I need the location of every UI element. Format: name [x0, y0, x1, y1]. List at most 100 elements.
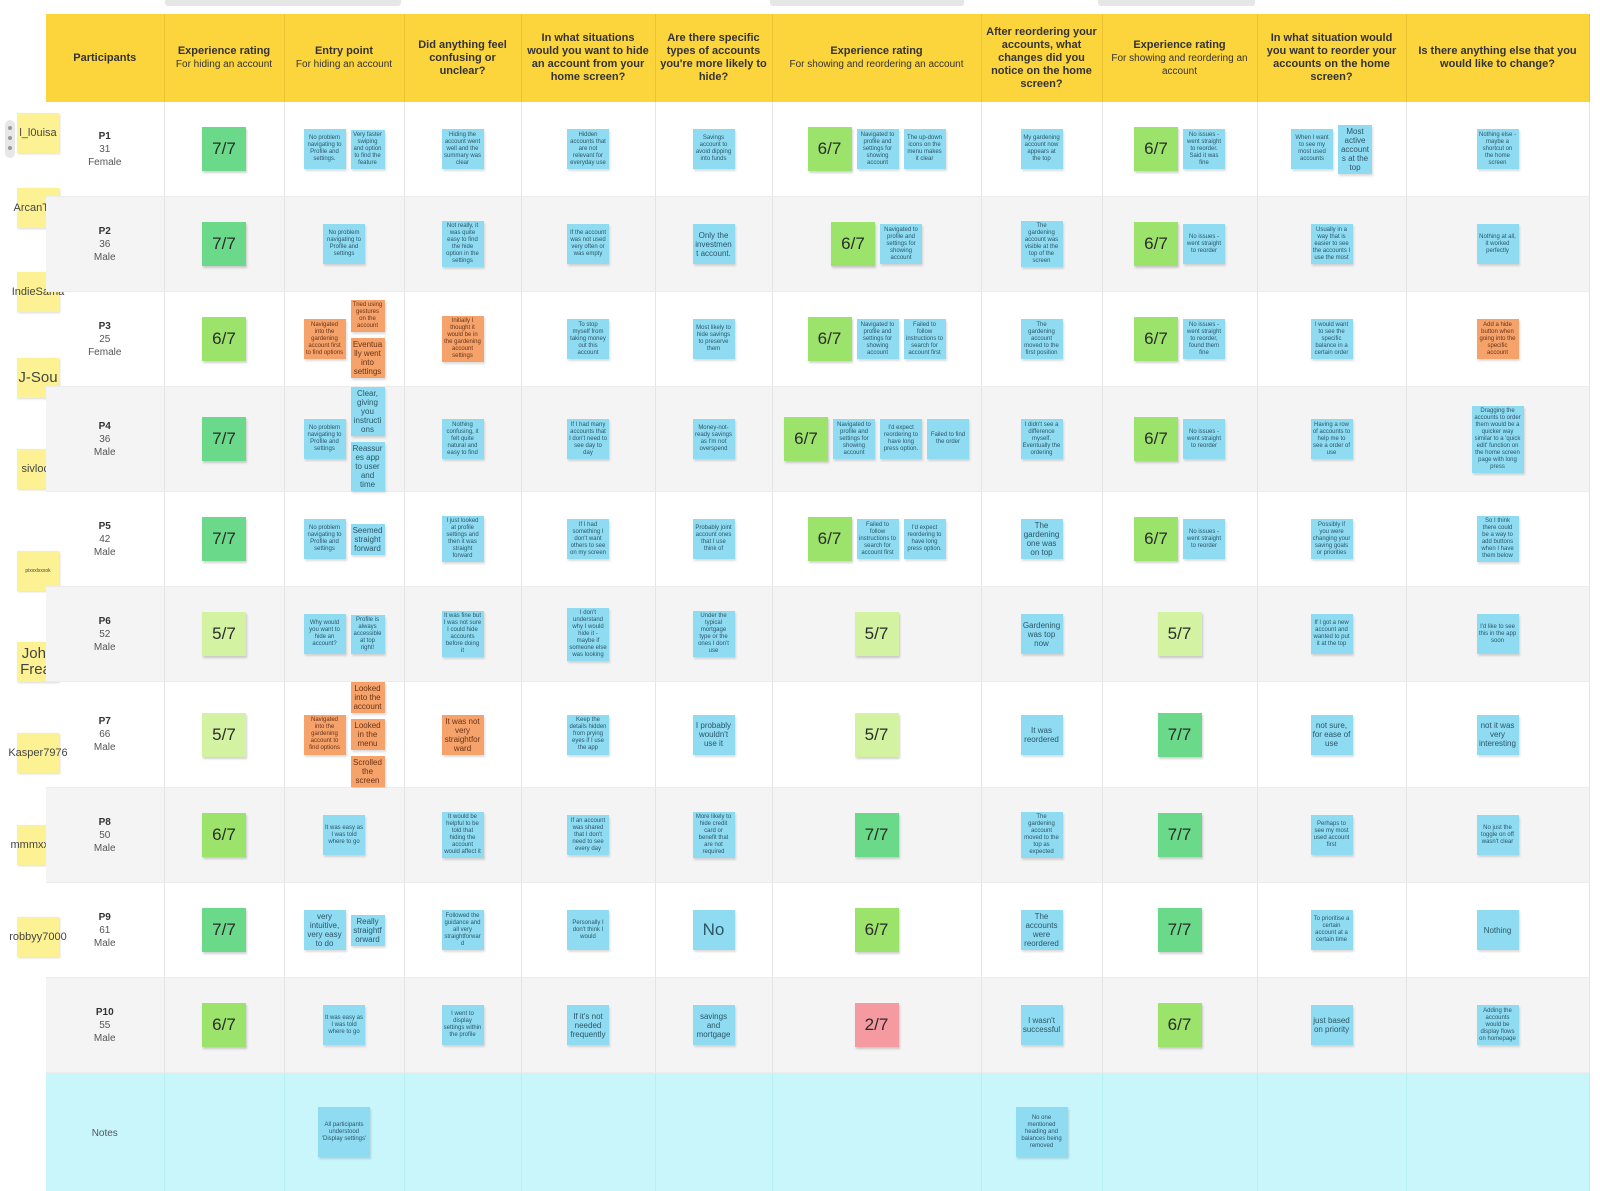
- sticky-note[interactable]: Really straightforward: [351, 915, 385, 946]
- sticky-note[interactable]: Failed to find the order: [927, 419, 969, 459]
- sticky-note[interactable]: Most active accounts at the top: [1338, 125, 1372, 174]
- sticky-note[interactable]: To prioritise a certain account at a cer…: [1311, 910, 1353, 950]
- sticky-note[interactable]: If the account was not used very often o…: [567, 224, 609, 264]
- sticky-note[interactable]: No issues - went straight to reorder: [1183, 224, 1225, 264]
- rating-sticky[interactable]: 7/7: [202, 517, 246, 561]
- rating-sticky[interactable]: 7/7: [202, 127, 246, 171]
- sticky-note[interactable]: The up-down icons on the menu makes it c…: [904, 129, 946, 169]
- sticky-note[interactable]: Hiding the account went well and the sum…: [442, 129, 484, 169]
- sticky-note[interactable]: Navigated into the gardening account fir…: [304, 319, 346, 359]
- sticky-note[interactable]: More likely to hide credit card or benef…: [693, 812, 735, 858]
- rating-sticky[interactable]: 6/7: [202, 317, 246, 361]
- sticky-note[interactable]: Followed the guidance and all very strai…: [442, 910, 484, 950]
- sticky-note[interactable]: Very faster swiping and option to find t…: [351, 130, 385, 169]
- sticky-note[interactable]: To stop myself from taking money out thi…: [567, 319, 609, 359]
- sticky-note[interactable]: No just the toggle on off wasn't clear: [1477, 815, 1519, 855]
- sticky-note[interactable]: Navigated to profile and settings for sh…: [833, 419, 875, 459]
- sticky-note[interactable]: The gardening account moved to the top a…: [1021, 812, 1063, 858]
- rating-sticky[interactable]: 7/7: [855, 813, 899, 857]
- sticky-note[interactable]: Navigated to profile and settings for sh…: [880, 224, 922, 264]
- sticky-note[interactable]: Probably joint account ones that I use t…: [693, 519, 735, 559]
- sticky-note[interactable]: The gardening one was on top: [1021, 519, 1063, 559]
- rating-sticky[interactable]: 5/7: [855, 612, 899, 656]
- sticky-note[interactable]: No problem navigating to Profile and set…: [304, 129, 346, 169]
- rating-sticky[interactable]: 6/7: [1134, 517, 1178, 561]
- sticky-note[interactable]: So I think there could be a way to add b…: [1477, 516, 1519, 562]
- sticky-note[interactable]: If I had something I don't want others t…: [567, 519, 609, 559]
- sticky-note[interactable]: Nothing else - maybe a shortcut on the h…: [1477, 129, 1519, 169]
- sticky-note[interactable]: Possibly if you were changing your savin…: [1311, 519, 1353, 559]
- sticky-note[interactable]: Eventually went into settings: [351, 338, 385, 378]
- sticky-note[interactable]: I wasn't successful: [1021, 1005, 1063, 1045]
- sticky-note[interactable]: I don't understand why I would hide it -…: [567, 608, 609, 661]
- sticky-note[interactable]: I went to display settings within the pr…: [442, 1005, 484, 1045]
- rating-sticky[interactable]: 7/7: [202, 222, 246, 266]
- sticky-note[interactable]: Personally I don't think I would: [567, 910, 609, 950]
- sticky-note[interactable]: not sure, for ease of use: [1311, 715, 1353, 755]
- sticky-note[interactable]: No issues - went straight to reorder. Sa…: [1183, 129, 1225, 169]
- sticky-note[interactable]: No: [693, 910, 735, 950]
- drag-handle-icon[interactable]: [5, 120, 15, 158]
- sticky-note[interactable]: If I had many accounts that I don't need…: [567, 419, 609, 459]
- sticky-note[interactable]: Only the investment account.: [693, 224, 735, 264]
- sticky-note[interactable]: Profile is always accessible at top righ…: [351, 615, 385, 654]
- sticky-note[interactable]: Nothing at all, it worked perfectly: [1477, 224, 1519, 264]
- sticky-note[interactable]: Most likely to hide savings to preserve …: [693, 319, 735, 359]
- rating-sticky[interactable]: 6/7: [808, 517, 852, 561]
- sticky-note[interactable]: I'd expect reordering to have long press…: [880, 419, 922, 459]
- rating-sticky[interactable]: 5/7: [855, 713, 899, 757]
- sticky-note[interactable]: I'd expect reordering to have long press…: [904, 519, 946, 559]
- sticky-note[interactable]: Tried using gestures on the account: [351, 300, 385, 332]
- sticky-note[interactable]: Gardening was top now: [1021, 614, 1063, 654]
- rating-sticky[interactable]: 6/7: [1158, 1003, 1202, 1047]
- rating-sticky[interactable]: 7/7: [1158, 813, 1202, 857]
- sticky-note[interactable]: Looked in the menu: [351, 719, 385, 750]
- rating-sticky[interactable]: 6/7: [202, 813, 246, 857]
- rating-sticky[interactable]: 7/7: [1158, 713, 1202, 757]
- sticky-note[interactable]: I'd like to see this in the app soon: [1477, 614, 1519, 654]
- sticky-note[interactable]: It was fine but I was not sure I could h…: [442, 611, 484, 657]
- sticky-note[interactable]: Navigated to profile and settings for sh…: [857, 129, 899, 169]
- rating-sticky[interactable]: 6/7: [855, 908, 899, 952]
- sticky-note[interactable]: No issues - went straight to reorder, fo…: [1183, 319, 1225, 359]
- sticky-note[interactable]: If an account was shared that I don't ne…: [567, 815, 609, 855]
- sticky-note[interactable]: Keep the details hidden from prying eyes…: [567, 715, 609, 755]
- sticky-note[interactable]: Failed to follow instructions to search …: [904, 319, 946, 359]
- sticky-note[interactable]: No problem navigating to Profile and set…: [304, 419, 346, 459]
- sticky-note[interactable]: No problem navigating to Profile and set…: [323, 224, 365, 264]
- sticky-note[interactable]: Dragging the accounts to order them woul…: [1472, 406, 1524, 473]
- sticky-note[interactable]: Nothing confusing, it felt quite natural…: [442, 419, 484, 459]
- sticky-note[interactable]: Money-not-ready savings as I'm not overs…: [693, 419, 735, 459]
- sticky-note[interactable]: Perhaps to see my most used account firs…: [1311, 815, 1353, 855]
- sticky-note[interactable]: The gardening account moved to the first…: [1021, 319, 1063, 359]
- sticky-note[interactable]: Initially I thought it would be in the g…: [442, 316, 484, 362]
- sticky-note[interactable]: just based on priority: [1311, 1005, 1353, 1045]
- rating-sticky[interactable]: 6/7: [202, 1003, 246, 1047]
- rating-sticky[interactable]: 6/7: [1134, 317, 1178, 361]
- sticky-note[interactable]: The gardening account was visible at the…: [1021, 221, 1063, 267]
- sticky-note[interactable]: It was reordered: [1021, 715, 1063, 755]
- rating-sticky[interactable]: 7/7: [202, 417, 246, 461]
- sticky-note[interactable]: Seemed straight forward: [351, 524, 385, 555]
- sticky-note[interactable]: When I want to see my most used accounts: [1291, 129, 1333, 169]
- sticky-note[interactable]: Under the typical mortgage type or the o…: [693, 611, 735, 657]
- sticky-note[interactable]: Having a row of accounts to help me to s…: [1311, 419, 1353, 459]
- sticky-note[interactable]: No issues - went straight to reorder: [1183, 519, 1225, 559]
- sticky-note[interactable]: Reassures app to user and time: [351, 442, 385, 491]
- sticky-note[interactable]: savings and mortgage: [693, 1005, 735, 1045]
- sticky-note[interactable]: Navigated into the gardening account to …: [304, 715, 346, 755]
- sticky-note[interactable]: All participants understood 'Display set…: [318, 1107, 370, 1157]
- sticky-note[interactable]: If I got a new account and wanted to put…: [1311, 614, 1353, 654]
- sticky-note[interactable]: Navigated to profile and settings for sh…: [857, 319, 899, 359]
- sticky-note[interactable]: I would want to see the specific balance…: [1311, 319, 1353, 359]
- sticky-note[interactable]: No issues - went straight to reorder: [1183, 419, 1225, 459]
- rating-sticky[interactable]: 6/7: [831, 222, 875, 266]
- rating-sticky[interactable]: 5/7: [202, 612, 246, 656]
- sticky-note[interactable]: No one mentioned heading and balances be…: [1016, 1107, 1068, 1157]
- sticky-note[interactable]: It was not very straightforward: [442, 715, 484, 755]
- sticky-note[interactable]: Savings account to avoid dipping into fu…: [693, 129, 735, 169]
- sticky-note[interactable]: It would be helpful to be told that hidi…: [442, 812, 484, 858]
- sticky-note[interactable]: Hidden accounts that are not relevant fo…: [567, 129, 609, 169]
- sticky-note[interactable]: It was easy as I was told where to go: [323, 1005, 365, 1045]
- rating-sticky[interactable]: 5/7: [1158, 612, 1202, 656]
